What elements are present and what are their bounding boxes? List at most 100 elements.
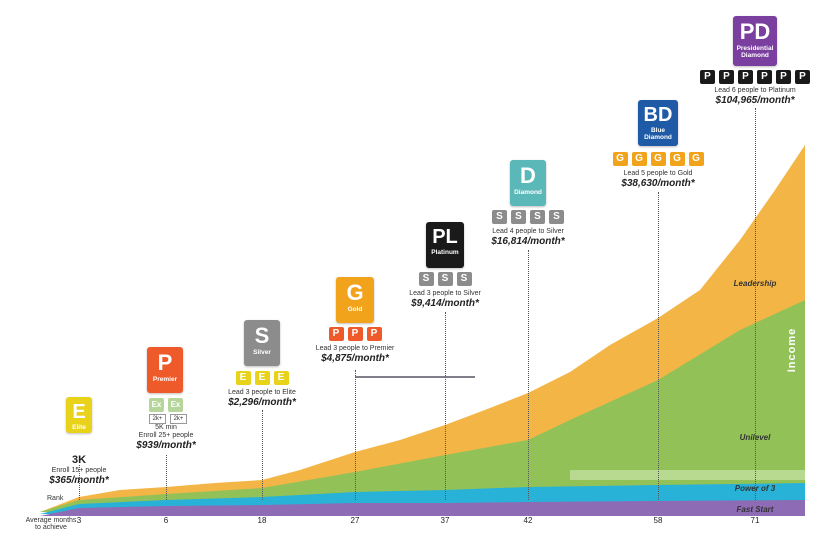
rank-code: G — [346, 280, 364, 305]
requirement-square: Ex — [168, 398, 183, 412]
rank-code: BD — [643, 104, 673, 126]
requirement-text: Lead 4 people to Silver — [492, 228, 564, 235]
rank-requirement: Lead 3 people to Premier $4,875/month* — [300, 345, 410, 365]
rank-requirement: Lead 4 people to Silver $16,814/month* — [473, 228, 583, 248]
requirement-square: S — [492, 210, 507, 224]
requirement-squares: Ex Ex — [149, 398, 183, 412]
monthly-income: $104,965/month* — [715, 95, 795, 107]
monthly-income: $4,875/month* — [321, 353, 389, 365]
requirement-sub-value: 2k+ — [170, 414, 187, 424]
requirement-square: P — [366, 327, 382, 341]
rank-badge-diamond: D Diamond — [510, 160, 546, 206]
requirement-text: Lead 3 people to Elite — [228, 389, 296, 396]
rank-requirement: Lead 5 people to Gold $38,630/month* — [603, 170, 713, 190]
rank-line-d — [528, 250, 529, 500]
rank-requirement: Lead 6 people to Platinum $104,965/month* — [700, 87, 810, 107]
requirement-text: Lead 5 people to Gold — [623, 170, 693, 177]
requirement-square: P — [776, 70, 791, 84]
monthly-income: $9,414/month* — [411, 298, 479, 310]
rank-line-p — [166, 455, 167, 500]
monthly-income: $2,296/month* — [228, 397, 296, 409]
rank-badge-premier: P Premier — [147, 347, 183, 393]
requirement-square: P — [328, 327, 344, 341]
rank-name: Diamond — [514, 189, 542, 196]
x-tick: 3 — [76, 516, 82, 525]
requirement-text: Lead 3 people to Premier — [315, 345, 395, 352]
rank-extra: 3K — [71, 454, 87, 466]
rank-name: Presidential Diamond — [736, 45, 774, 60]
rank-line-g — [355, 370, 356, 500]
rank-line-bd — [658, 192, 659, 500]
rank-name: Premier — [152, 376, 178, 383]
rank-code: E — [72, 401, 86, 423]
rank-badge-gold: G Gold — [336, 277, 374, 323]
layer-label-fast-start: Fast Start — [737, 505, 774, 514]
requirement-square: Ex — [149, 398, 164, 412]
requirement-square: S — [549, 210, 564, 224]
requirement-square: P — [700, 70, 715, 84]
requirement-square: G — [650, 152, 666, 166]
rank-badge-elite: E Elite — [66, 397, 92, 433]
rank-badge-blue-diamond: BD Blue Diamond — [638, 100, 678, 146]
requirement-square: S — [456, 272, 472, 286]
rank-name: Silver — [253, 349, 271, 356]
rank-badge-silver: S Silver — [244, 320, 280, 366]
rank-badge-presidential-diamond: PD Presidential Diamond — [733, 16, 777, 66]
y-axis-label: Income — [786, 328, 798, 373]
rank-code: P — [157, 350, 173, 375]
rank-line-pd — [755, 108, 756, 500]
requirement-square: P — [719, 70, 734, 84]
monthly-income: $939/month* — [136, 440, 196, 452]
rank-line-pl — [445, 312, 446, 500]
requirement-square: E — [273, 371, 289, 385]
requirement-text: Enroll 25+ people — [138, 432, 194, 440]
rank-requirement: Lead 3 people to Elite $2,296/month* — [207, 389, 317, 409]
rank-line-e — [79, 465, 80, 500]
requirement-square: E — [254, 371, 270, 385]
requirement-square: P — [795, 70, 810, 84]
rank-name: Elite — [72, 424, 86, 431]
rank-code: S — [254, 323, 270, 348]
requirement-square: S — [530, 210, 545, 224]
requirement-square: S — [437, 272, 453, 286]
x-tick: 6 — [163, 516, 169, 525]
requirement-square: S — [511, 210, 526, 224]
requirement-text: Enroll 15+ people — [51, 466, 107, 474]
x-tick: 18 — [257, 516, 267, 525]
requirement-square: E — [235, 371, 251, 385]
area-unilevel — [40, 300, 805, 512]
x-axis-label: Average months to achieve — [25, 517, 77, 532]
rank-badge-platinum: PL Platinum — [426, 222, 464, 268]
rank-code: PL — [432, 226, 458, 248]
requirement-text: Lead 3 people to Silver — [409, 290, 481, 297]
rank-name: Gold — [347, 306, 363, 313]
requirement-square: G — [631, 152, 647, 166]
requirement-square: S — [418, 272, 434, 286]
rank-code: PD — [739, 19, 771, 44]
requirement-square: G — [612, 152, 628, 166]
requirement-sub-value: 2k+ — [149, 414, 166, 424]
requirement-text: Lead 6 people to Platinum — [714, 87, 796, 94]
requirement-square: P — [757, 70, 772, 84]
rank-extra: 5K min — [155, 424, 177, 431]
rank-name: Blue Diamond — [644, 127, 672, 142]
requirement-square: G — [669, 152, 685, 166]
x-tick: 71 — [750, 516, 760, 525]
rank-name: Platinum — [431, 249, 459, 256]
area-fast-start — [40, 500, 805, 516]
rank-requirement: 5K min Enroll 25+ people $939/month* — [111, 424, 221, 452]
monthly-income: $365/month* — [49, 474, 109, 486]
x-tick: 58 — [653, 516, 663, 525]
x-tick: 27 — [350, 516, 360, 525]
x-tick: 37 — [440, 516, 450, 525]
requirement-square: P — [738, 70, 753, 84]
requirement-square: P — [347, 327, 363, 341]
x-tick: 42 — [523, 516, 533, 525]
band-highlight — [570, 470, 805, 480]
monthly-income: $38,630/month* — [621, 178, 695, 190]
